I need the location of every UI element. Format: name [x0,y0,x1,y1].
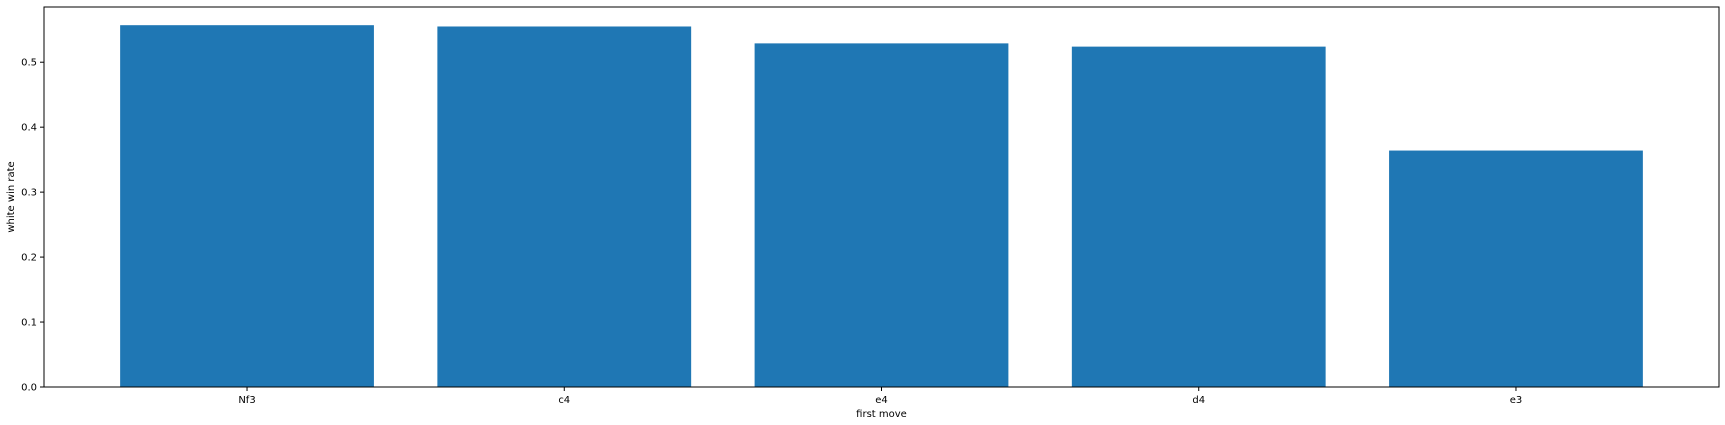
y-tick-label: 0.5 [21,58,37,69]
x-axis-ticks: Nf3 c4 e4 d4 e3 [238,387,1522,406]
y-tick-label: 0.3 [21,188,37,199]
y-tick-label: 0.2 [21,253,37,264]
x-tick-label: e3 [1510,395,1523,406]
x-tick-label: c4 [558,395,570,406]
bar-d4 [1071,46,1326,387]
bar-nf3 [120,25,374,387]
x-axis-label: first move [856,409,907,420]
y-tick-label: 0.1 [21,318,37,329]
y-axis-ticks: 0.0 0.1 0.2 0.3 0.4 0.5 [21,58,44,394]
x-tick-label: e4 [875,395,888,406]
x-tick-label: d4 [1192,395,1205,406]
x-tick-label: Nf3 [238,395,255,406]
y-tick-label: 0.0 [21,383,37,394]
bar-e4 [754,43,1009,387]
bars-group [120,25,1643,387]
bar-c4 [437,26,692,387]
y-axis-label: white win rate [6,161,17,232]
bar-e3 [1389,150,1643,387]
y-tick-label: 0.4 [21,123,37,134]
